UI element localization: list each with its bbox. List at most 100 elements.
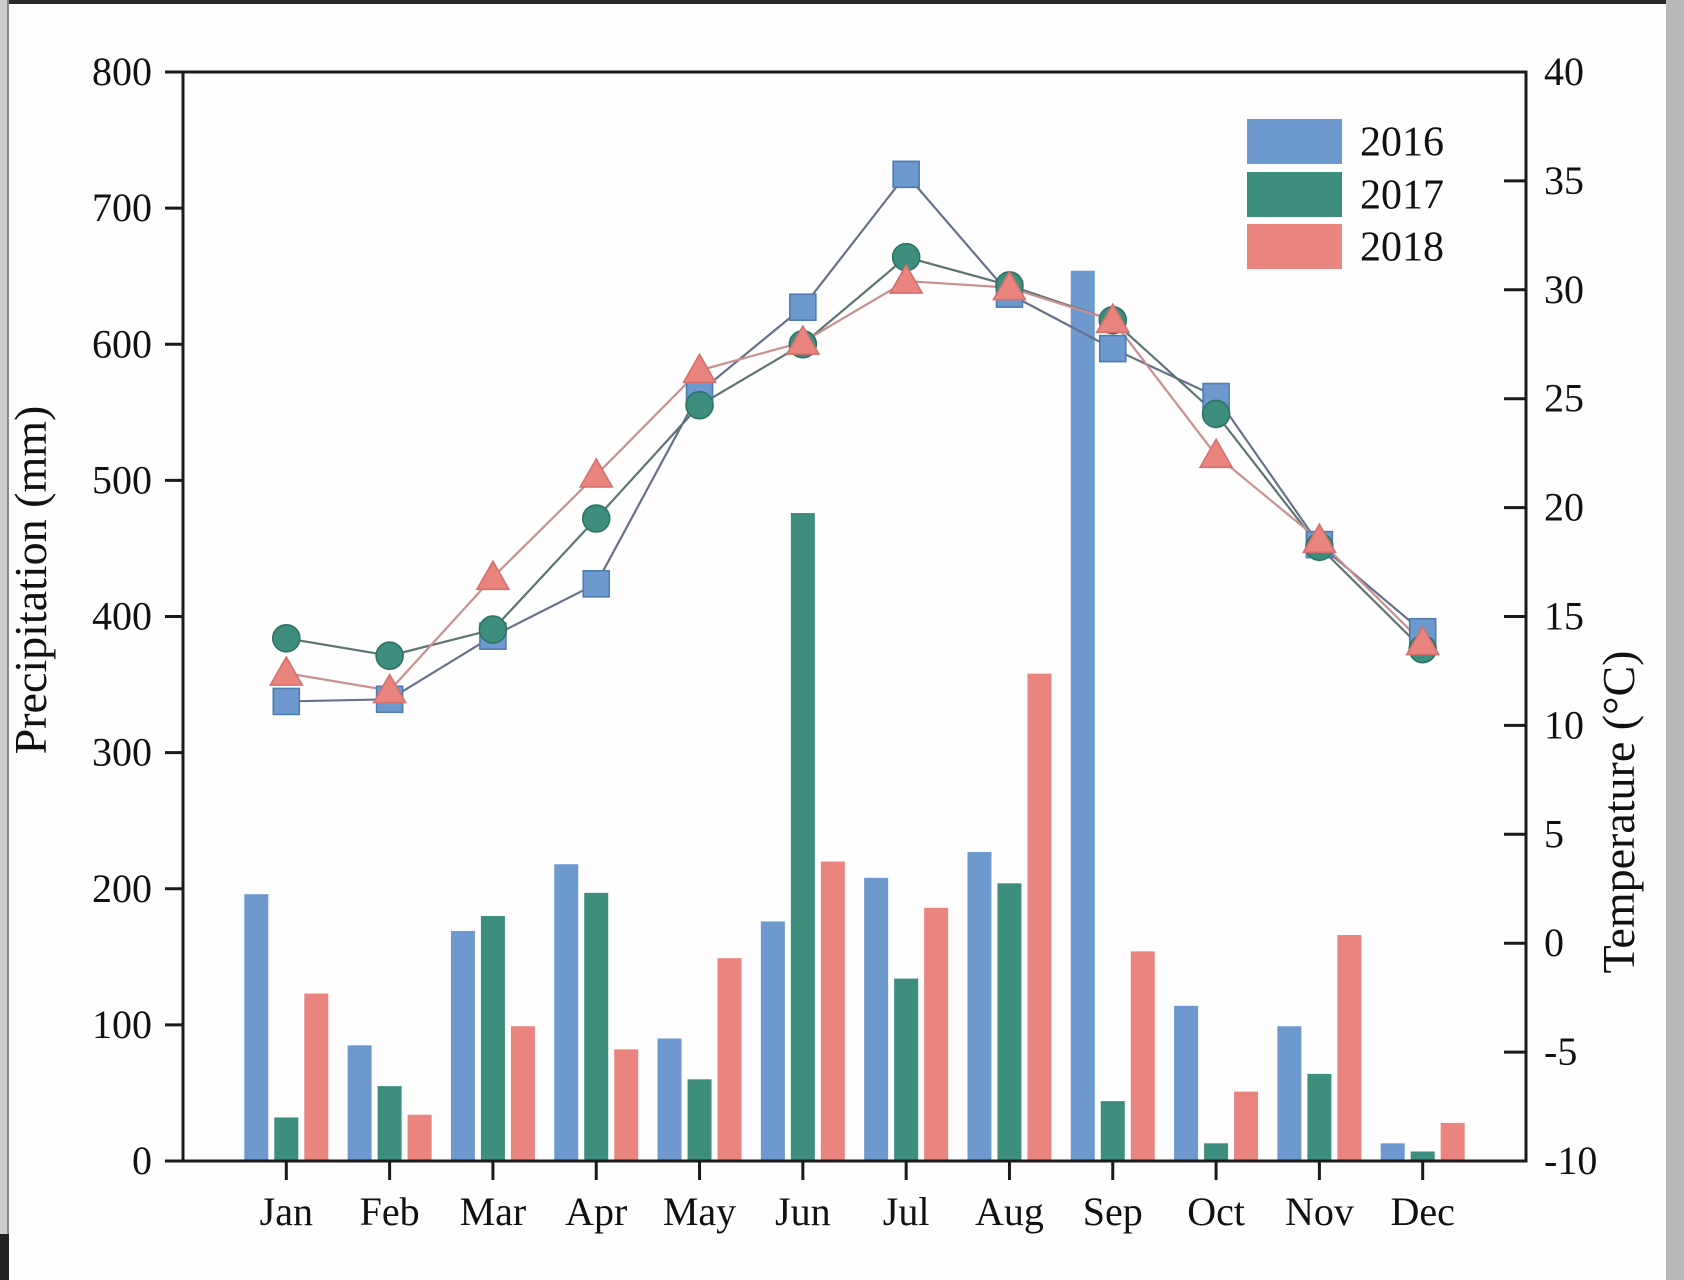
- bar-2018-Apr: [614, 1049, 639, 1161]
- bar-2018-May: [717, 958, 742, 1161]
- bar-2016-May: [657, 1038, 682, 1161]
- x-tick-label-Jun: Jun: [775, 1189, 831, 1234]
- bar-2016-Jul: [864, 877, 889, 1161]
- marker-2018-Nov: [1302, 522, 1337, 554]
- page-border-right: [1666, 0, 1684, 1280]
- marker-2017-Feb: [375, 641, 404, 671]
- x-tick-label-May: May: [663, 1189, 736, 1234]
- bar-2018-Jan: [304, 993, 329, 1161]
- bar-2016-Jun: [760, 921, 785, 1161]
- bar-2018-Oct: [1234, 1091, 1259, 1161]
- marker-2018-Sep: [1095, 302, 1131, 334]
- bar-2016-Nov: [1277, 1026, 1302, 1161]
- marker-2016-Jun: [789, 293, 817, 322]
- marker-2017-May: [685, 390, 714, 420]
- left-tick-label-0: 0: [132, 1138, 152, 1183]
- bar-2016-Jan: [244, 894, 269, 1161]
- precip-temp-combo-chart: 0 100 200 300 400 500 600 700 800 -10 -5 0 5 10 15 20 25…: [5, 49, 1644, 1234]
- bar-2018-Jun: [820, 861, 845, 1161]
- bar-2017-Oct: [1204, 1143, 1229, 1161]
- marker-2016-Jan: [272, 687, 301, 716]
- marker-2016-Sep: [1098, 334, 1127, 363]
- bar-2018-Feb: [407, 1114, 432, 1161]
- marker-2017-Oct: [1201, 399, 1231, 429]
- line-2018: [286, 279, 1424, 692]
- line-2017: [286, 255, 1424, 657]
- bar-2018-Dec: [1440, 1122, 1465, 1161]
- bar-2017-Dec: [1410, 1151, 1435, 1161]
- bar-2018-Sep: [1130, 951, 1155, 1161]
- bar-2017-Apr: [584, 892, 609, 1161]
- page-border-top: [0, 0, 1684, 4]
- x-tick-label-Aug: Aug: [975, 1189, 1044, 1234]
- legend-label-2017: 2017: [1360, 173, 1444, 219]
- bar-2016-Mar: [450, 930, 475, 1161]
- right-tick-label-35: 35: [1544, 158, 1584, 203]
- x-tick-label-Dec: Dec: [1390, 1189, 1454, 1234]
- right-tick-label--10: -10: [1544, 1138, 1597, 1183]
- x-tick-label-Mar: Mar: [460, 1189, 527, 1234]
- right-tick-label-5: 5: [1544, 811, 1564, 856]
- right-tick-label-15: 15: [1544, 594, 1584, 639]
- bar-2017-Sep: [1100, 1101, 1125, 1161]
- marker-2018-Mar: [475, 559, 511, 591]
- bar-2017-Jan: [274, 1117, 299, 1161]
- bar-2017-Feb: [377, 1086, 402, 1161]
- right-tick-label-30: 30: [1544, 267, 1584, 312]
- marker-2018-Jun: [785, 324, 821, 355]
- x-tick-label-Jul: Jul: [883, 1189, 930, 1234]
- marker-2018-Dec: [1405, 625, 1441, 656]
- marker-2016-Jul: [892, 160, 920, 189]
- page-border-corner: [0, 1234, 9, 1280]
- marker-2018-Aug: [992, 270, 1027, 301]
- left-tick-label-400: 400: [92, 594, 152, 639]
- bar-2017-Nov: [1307, 1073, 1332, 1161]
- bar-2017-Jul: [894, 978, 919, 1161]
- left-tick-label-200: 200: [92, 866, 152, 911]
- marker-2017-Mar: [478, 615, 508, 644]
- bar-2017-Aug: [997, 883, 1022, 1161]
- legend-label-2018: 2018: [1360, 225, 1444, 271]
- left-tick-label-700: 700: [92, 185, 152, 230]
- x-tick-label-Apr: Apr: [565, 1189, 627, 1234]
- marker-2018-Jul: [888, 263, 924, 294]
- marker-2018-Oct: [1198, 437, 1234, 469]
- right-tick-label-40: 40: [1544, 49, 1584, 94]
- bar-2018-Mar: [510, 1026, 535, 1161]
- marker-2018-May: [682, 352, 717, 384]
- bar-2016-Apr: [554, 864, 579, 1161]
- bar-2018-Aug: [1027, 673, 1052, 1161]
- bar-2018-Nov: [1337, 935, 1362, 1161]
- line-2016: [286, 172, 1424, 703]
- left-tick-label-300: 300: [92, 730, 152, 775]
- x-tick-label-Feb: Feb: [360, 1189, 420, 1234]
- right-tick-label-10: 10: [1544, 702, 1584, 747]
- marker-2018-Feb: [372, 672, 407, 704]
- right-tick-label--5: -5: [1544, 1029, 1577, 1074]
- bar-2016-Oct: [1174, 1005, 1199, 1161]
- marker-2018-Jan: [268, 655, 304, 686]
- right-tick-label-25: 25: [1544, 376, 1584, 421]
- left-tick-label-500: 500: [92, 457, 152, 502]
- left-tick-label-600: 600: [92, 321, 152, 366]
- bar-2016-Sep: [1070, 270, 1095, 1161]
- legend-swatch-2018: [1247, 224, 1342, 269]
- marker-2018-Apr: [578, 457, 614, 488]
- page-border-left: [0, 0, 9, 1280]
- legend-label-2016: 2016: [1360, 120, 1444, 166]
- bar-2017-Jun: [790, 513, 815, 1161]
- left-axis-title: Precipitation (mm): [9, 406, 56, 755]
- x-tick-label-Nov: Nov: [1285, 1189, 1354, 1234]
- marker-2017-Jan: [272, 623, 301, 653]
- marker-2016-Apr: [582, 570, 611, 598]
- bar-2016-Aug: [967, 851, 992, 1161]
- chart-figure: 0 100 200 300 400 500 600 700 800 -10 -5 0 5 10 15 20 25…: [5, 4, 1666, 1280]
- right-axis-title: Temperature (°C): [1593, 651, 1644, 974]
- legend-swatch-2017: [1247, 172, 1342, 217]
- left-tick-label-100: 100: [92, 1002, 152, 1047]
- bar-2017-May: [687, 1079, 712, 1161]
- x-tick-label-Sep: Sep: [1083, 1189, 1143, 1234]
- bar-2016-Feb: [347, 1045, 372, 1161]
- right-tick-label-20: 20: [1544, 485, 1584, 530]
